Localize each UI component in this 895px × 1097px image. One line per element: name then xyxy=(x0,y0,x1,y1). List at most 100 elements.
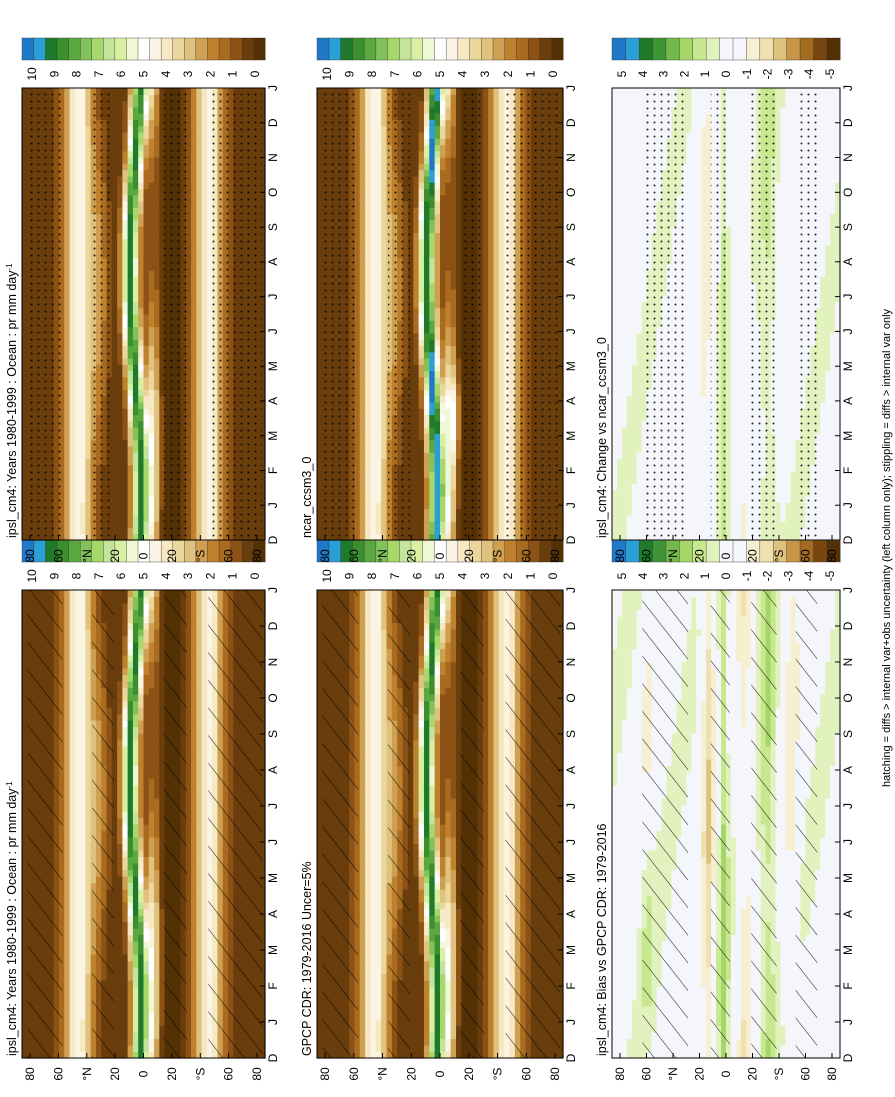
heatmap-cell xyxy=(64,94,71,102)
heatmap-cell xyxy=(117,94,123,102)
heatmap-cell xyxy=(143,609,150,617)
heatmap-cell xyxy=(69,125,76,133)
heatmap-cell xyxy=(132,622,139,630)
heatmap-cell xyxy=(74,383,81,390)
heatmap-cell xyxy=(85,100,92,108)
heatmap-cell xyxy=(117,401,123,409)
heatmap-cell xyxy=(185,1038,192,1046)
heatmap-cell xyxy=(22,533,28,541)
heatmap-cell xyxy=(191,785,197,793)
heatmap-cell xyxy=(74,270,81,277)
heatmap-cell xyxy=(69,687,76,695)
heatmap-cell xyxy=(138,999,145,1007)
heatmap-cell xyxy=(127,339,134,346)
heatmap-cell xyxy=(148,876,155,884)
heatmap-cell xyxy=(159,1032,166,1040)
heatmap-cell xyxy=(85,694,92,702)
heatmap-cell xyxy=(69,642,76,650)
heatmap-cell xyxy=(132,668,139,676)
heatmap-cell xyxy=(111,837,118,845)
heatmap-cell xyxy=(80,282,86,290)
heatmap-cell xyxy=(64,778,71,786)
heatmap-cell xyxy=(64,1032,71,1040)
heatmap-cell xyxy=(201,869,208,877)
heatmap-cell xyxy=(185,915,192,923)
heatmap-cell xyxy=(74,282,81,290)
heatmap-cell xyxy=(74,357,81,365)
heatmap-cell xyxy=(191,1006,197,1014)
colorbar-label: 10 xyxy=(25,569,39,583)
heatmap-cell xyxy=(196,993,203,1001)
heatmap-cell xyxy=(185,967,192,975)
heatmap-cell xyxy=(122,263,129,271)
heatmap-cell xyxy=(74,856,81,864)
heatmap-cell xyxy=(132,928,139,936)
heatmap-cell xyxy=(185,713,192,721)
heatmap-cell xyxy=(138,596,145,604)
heatmap-cell xyxy=(117,889,123,897)
heatmap-cell xyxy=(69,648,76,656)
heatmap-cell xyxy=(127,201,134,208)
heatmap-cell xyxy=(122,232,129,240)
heatmap-cell xyxy=(74,502,81,510)
heatmap-cell xyxy=(74,1006,81,1014)
heatmap-cell xyxy=(64,869,71,877)
heatmap-cell xyxy=(117,947,123,955)
heatmap-cell xyxy=(154,596,160,604)
heatmap-cell xyxy=(22,1038,28,1046)
heatmap-cell xyxy=(148,772,155,780)
heatmap-cell xyxy=(64,357,71,365)
heatmap-cell xyxy=(80,351,86,359)
heatmap-cell xyxy=(117,251,123,259)
heatmap-cell xyxy=(69,856,76,864)
heatmap-cell xyxy=(111,772,118,780)
heatmap-cell xyxy=(138,616,145,624)
heatmap-cell xyxy=(74,263,81,271)
heatmap-cell xyxy=(111,445,118,453)
heatmap-cell xyxy=(111,188,118,196)
heatmap-cell xyxy=(80,752,86,760)
heatmap-cell xyxy=(122,609,129,617)
heatmap-cell xyxy=(143,889,150,897)
heatmap-cell xyxy=(159,668,166,676)
heatmap-cell xyxy=(132,370,139,378)
heatmap-cell xyxy=(111,131,118,139)
heatmap-cell xyxy=(132,973,139,981)
heatmap-cell xyxy=(85,458,92,466)
heatmap-cell xyxy=(111,219,118,227)
heatmap-cell xyxy=(80,817,86,825)
heatmap-cell xyxy=(201,752,208,760)
heatmap-cell xyxy=(122,470,129,478)
heatmap-cell xyxy=(85,433,92,441)
heatmap-cell xyxy=(127,1051,134,1059)
heatmap-cell xyxy=(196,752,203,760)
heatmap-cell xyxy=(80,993,86,1001)
heatmap-cell xyxy=(69,389,76,397)
heatmap-cell xyxy=(127,94,134,102)
heatmap-cell xyxy=(22,370,28,378)
heatmap-cell xyxy=(154,752,160,760)
heatmap-cell xyxy=(22,263,28,271)
heatmap-cell xyxy=(127,843,134,851)
heatmap-cell xyxy=(74,226,81,233)
heatmap-cell xyxy=(196,733,203,741)
heatmap-cell xyxy=(148,1038,155,1046)
heatmap-cell xyxy=(185,876,192,884)
heatmap-cell xyxy=(69,458,76,466)
heatmap-cell xyxy=(74,395,81,403)
heatmap-cell xyxy=(117,207,123,215)
heatmap-cell xyxy=(185,759,192,767)
heatmap-cell xyxy=(196,694,203,702)
heatmap-cell xyxy=(69,850,76,858)
heatmap-cell xyxy=(111,521,118,529)
time-tick-label: F xyxy=(266,982,280,989)
heatmap-cell xyxy=(191,648,197,656)
heatmap-cell xyxy=(138,590,145,598)
heatmap-cell xyxy=(122,131,129,139)
heatmap-cell xyxy=(80,707,86,715)
heatmap-cell xyxy=(127,642,134,650)
heatmap-cell xyxy=(138,603,145,611)
heatmap-cell xyxy=(132,320,139,328)
heatmap-cell xyxy=(111,960,118,968)
heatmap-cell xyxy=(117,824,123,832)
